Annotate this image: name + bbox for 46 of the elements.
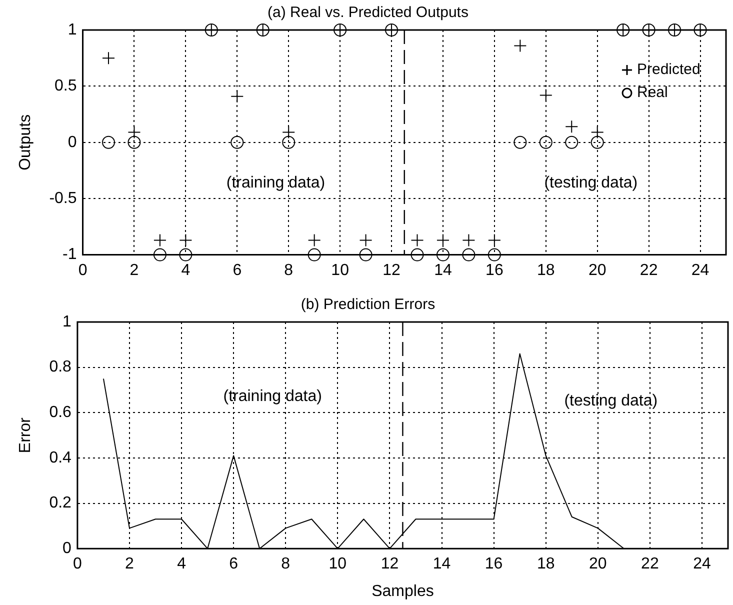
x-tick-label: 12 (382, 262, 401, 279)
y-tick-label: 0 (68, 134, 77, 151)
y-axis-title: Outputs (17, 114, 34, 170)
legend-label: Predicted (637, 61, 700, 78)
x-tick-label: 18 (536, 262, 555, 279)
y-tick-label: 0.4 (49, 449, 72, 466)
x-tick-label: 16 (486, 262, 504, 279)
x-axis-title: Samples (372, 582, 434, 600)
x-tick-label: 24 (691, 262, 710, 279)
x-tick-label: 6 (229, 556, 238, 573)
y-tick-label: 0.2 (49, 494, 72, 512)
x-tick-label: 22 (640, 262, 658, 279)
x-tick-label: 20 (588, 556, 607, 573)
x-tick-label: 4 (177, 556, 186, 573)
y-tick-label: -1 (62, 246, 77, 264)
x-tick-label: 24 (693, 556, 711, 573)
chart-title: (b) Prediction Errors (300, 296, 436, 314)
y-tick-label: -0.5 (49, 190, 77, 208)
x-tick-label: 10 (328, 556, 347, 573)
x-tick-label: 16 (484, 556, 503, 573)
y-axis-title: Error (17, 416, 34, 454)
x-tick-label: 10 (331, 262, 350, 279)
annotation: (training data) (226, 174, 326, 192)
x-tick-label: 6 (232, 262, 242, 279)
y-tick-label: 0.8 (49, 358, 72, 376)
y-tick-label: 1 (68, 21, 77, 38)
x-tick-label: 12 (380, 556, 399, 573)
x-tick-label: 4 (181, 262, 190, 279)
x-tick-label: 14 (434, 262, 452, 279)
chart-title: (a) Real vs. Predicted Outputs (268, 4, 468, 22)
x-tick-label: 20 (588, 262, 606, 279)
annotation: (testing data) (544, 174, 638, 192)
x-tick-label: 22 (641, 556, 659, 573)
x-tick-label: 2 (130, 262, 139, 279)
y-tick-label: 0 (62, 540, 72, 558)
x-tick-label: 18 (536, 556, 555, 573)
y-tick-label: 1 (62, 313, 72, 330)
legend-label: Real (637, 84, 668, 102)
x-tick-label: 8 (284, 262, 294, 279)
y-tick-label: 0.6 (49, 404, 72, 422)
annotation: (training data) (223, 388, 322, 406)
x-tick-label: 2 (125, 556, 134, 573)
annotation: (testing data) (564, 392, 658, 410)
x-tick-label: 14 (432, 556, 451, 573)
x-tick-label: 8 (281, 556, 290, 573)
y-tick-label: 0.5 (54, 78, 77, 95)
